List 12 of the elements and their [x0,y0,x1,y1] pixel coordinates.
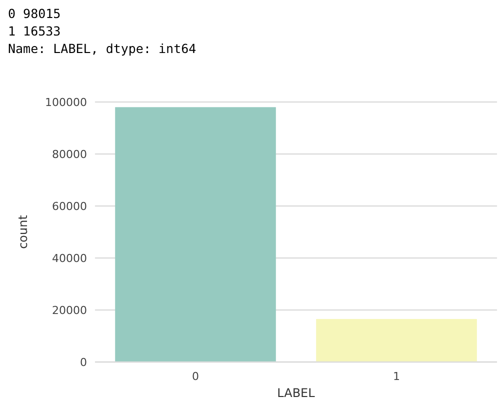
text: 0 98015 [8,6,61,21]
y-tick-label: 80000 [52,148,87,161]
y-tick-label: 40000 [52,252,87,265]
y-tick-label: 20000 [52,304,87,317]
y-axis-title: count [16,214,30,249]
y-tick-label: 60000 [52,200,87,213]
text: 1 16533 [8,24,61,38]
x-tick-label: 1 [393,370,400,383]
x-axis-title: LABEL [277,386,316,400]
y-tick-label: 0 [80,356,87,369]
text: Name: LABEL, dtype: int64 [8,41,196,56]
y-tick-label: 100000 [45,96,87,109]
